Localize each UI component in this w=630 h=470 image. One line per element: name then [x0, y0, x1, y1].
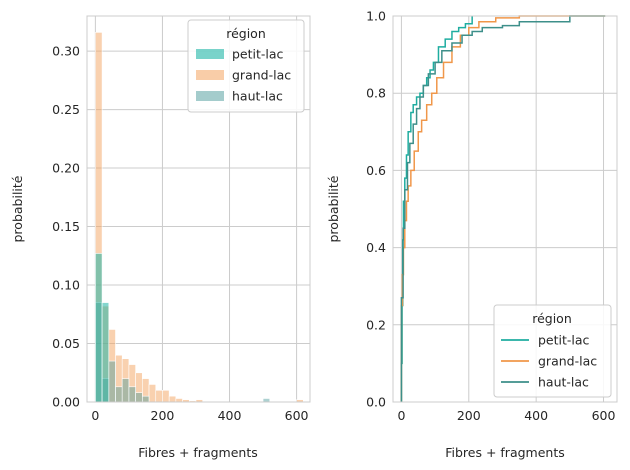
histogram-bar-grand-lac: [162, 390, 170, 403]
y-tick-label: 0.2: [366, 317, 386, 332]
ecdf-line-petit-lac: [400, 16, 473, 402]
y-tick-label: 0.30: [52, 44, 80, 59]
histogram-panel: 0 200 400 600 0.000.050.100.150.200.250.30 …: [10, 15, 311, 460]
x-tick-label: 0: [397, 408, 405, 423]
y-tick-label: 0.20: [52, 161, 80, 176]
histogram-bar-grand-lac: [175, 398, 183, 403]
legend-swatch-haut-lac: [196, 91, 224, 101]
histogram-bar-haut-lac: [142, 395, 150, 403]
histogram-bar-haut-lac: [121, 378, 130, 403]
legend-label-grand-lac: grand-lac: [232, 68, 291, 83]
y-tick-label: 0.05: [52, 336, 80, 351]
ecdf-line-grand-lac: [400, 15, 606, 402]
histogram-legend-title: région: [226, 26, 266, 41]
x-tick-label: 600: [285, 408, 309, 423]
ecdf-y-label: probabilité: [326, 175, 341, 242]
histogram-legend-box: [187, 19, 305, 113]
histogram-y-label: probabilité: [10, 175, 25, 242]
y-tick-label: 0.10: [52, 278, 80, 293]
y-tick-label: 0.15: [52, 219, 80, 234]
histogram-legend: région petit-lac grand-lac haut-lac: [187, 19, 305, 113]
legend-label-petit-lac: petit-lac: [538, 333, 590, 348]
y-tick-label: 1.0: [366, 9, 386, 24]
ecdf-legend: région petit-lac grand-lac haut-lac: [493, 304, 612, 398]
legend-label-haut-lac: haut-lac: [232, 89, 283, 104]
histogram-x-label: Fibres + fragments: [138, 445, 258, 460]
ecdf-line-haut-lac: [400, 15, 606, 402]
y-tick-label: 0.25: [52, 102, 80, 117]
histogram-bar-haut-lac: [115, 386, 123, 403]
x-tick-label: 600: [592, 408, 616, 423]
ecdf-legend-box: [493, 304, 612, 398]
histogram-bar-haut-lac: [108, 360, 116, 403]
histogram-bar-grand-lac: [155, 390, 163, 403]
y-tick-label: 0.6: [366, 163, 386, 178]
x-tick-label: 400: [524, 408, 548, 423]
x-tick-label: 400: [218, 408, 242, 423]
legend-swatch-petit-lac: [196, 49, 224, 59]
y-tick-label: 0.0: [366, 395, 386, 410]
histogram-bar-grand-lac: [168, 395, 177, 403]
ecdf-x-label: Fibres + fragments: [445, 445, 565, 460]
x-tick-label: 200: [457, 408, 481, 423]
histogram-bar-haut-lac: [262, 398, 271, 403]
ecdf-legend-title: région: [532, 311, 572, 326]
legend-label-haut-lac: haut-lac: [538, 375, 589, 390]
legend-label-petit-lac: petit-lac: [232, 47, 284, 62]
histogram-bar-grand-lac: [148, 384, 157, 403]
histogram-bar-haut-lac: [135, 392, 143, 403]
x-tick-label: 0: [91, 408, 99, 423]
histogram-frame: [86, 15, 311, 403]
legend-label-grand-lac: grand-lac: [538, 354, 597, 369]
y-tick-label: 0.00: [52, 395, 80, 410]
y-tick-label: 0.8: [366, 86, 386, 101]
ecdf-panel: 0 200 400 600 0.0 0.2 0.4 0.6 0.8 1.0 Fibres + f…: [326, 9, 618, 460]
legend-swatch-grand-lac: [196, 70, 224, 80]
histogram-bar-petit-lac: [95, 253, 103, 403]
x-tick-label: 200: [151, 408, 175, 423]
ecdf-frame: [392, 15, 618, 403]
histogram-bar-petit-lac: [101, 302, 110, 403]
histogram-bar-haut-lac: [128, 386, 136, 403]
y-tick-label: 0.4: [366, 240, 386, 255]
